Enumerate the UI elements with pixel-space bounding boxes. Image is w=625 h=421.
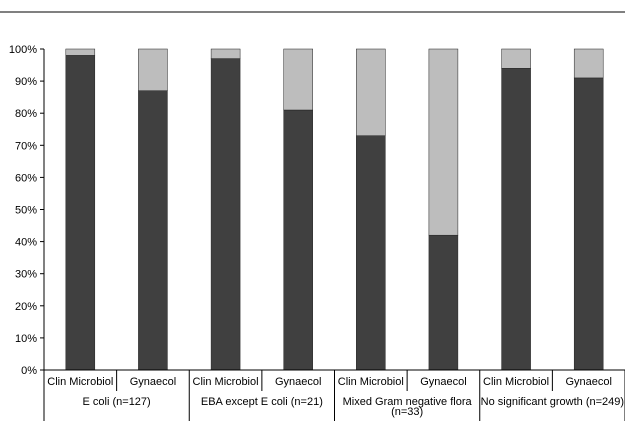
bar-segment-dark [501,68,531,371]
x-tick-label: Clin Microbiol [193,376,259,388]
bar-segment-light [138,48,168,91]
y-tick-label: 40% [15,237,37,249]
bar-segment-dark [283,109,313,371]
bar-segment-light [501,48,531,69]
bar-segment-light [65,48,96,56]
bars [65,48,604,371]
x-axis: Clin Microbiol Gynaecol Clin Microbiol Gyna… [43,369,625,421]
group-label: EBA except E coli (n=21) [201,396,323,408]
x-tick-label: Gynaecol [275,376,321,388]
x-tick-label: Gynaecol [565,376,611,388]
y-axis: 0% 10% 20% 30% 40% 50% 60% 70% 80% 90% 100% [9,44,45,377]
x-tick-label: Clin Microbiol [47,376,113,388]
bar-segment-dark [428,234,459,371]
y-tick-label: 80% [15,108,37,120]
y-tick-label: 0% [21,365,37,377]
x-tick-label: Clin Microbiol [483,376,549,388]
bar-segment-dark [356,135,386,371]
bar-segment-light [356,48,386,136]
bar-segment-dark [573,77,604,371]
bar-segment-light [573,48,604,79]
y-tick-label: 60% [15,172,37,184]
bar-segment-dark [65,55,96,371]
bar-segment-dark [138,90,168,371]
x-tick-label: Gynaecol [130,376,176,388]
y-tick-label: 10% [15,333,37,345]
y-tick-label: 100% [9,44,37,56]
y-tick-label: 70% [15,140,37,152]
y-tick-label: 50% [15,205,37,217]
y-tick-label: 30% [15,269,37,281]
bar-segment-dark [210,58,241,371]
bar-segment-light [210,48,241,59]
bar-segment-light [428,48,459,236]
group-label: Mixed Gram negative flora (n=33) [343,396,473,418]
group-label: No significant growth (n=249) [481,396,624,408]
y-tick-label: 90% [15,76,37,88]
x-tick-label: Gynaecol [420,376,466,388]
x-tick-label: Clin Microbiol [338,376,404,388]
y-tick-label: 20% [15,301,37,313]
group-label: E coli (n=127) [83,396,151,408]
bar-segment-light [283,48,313,111]
